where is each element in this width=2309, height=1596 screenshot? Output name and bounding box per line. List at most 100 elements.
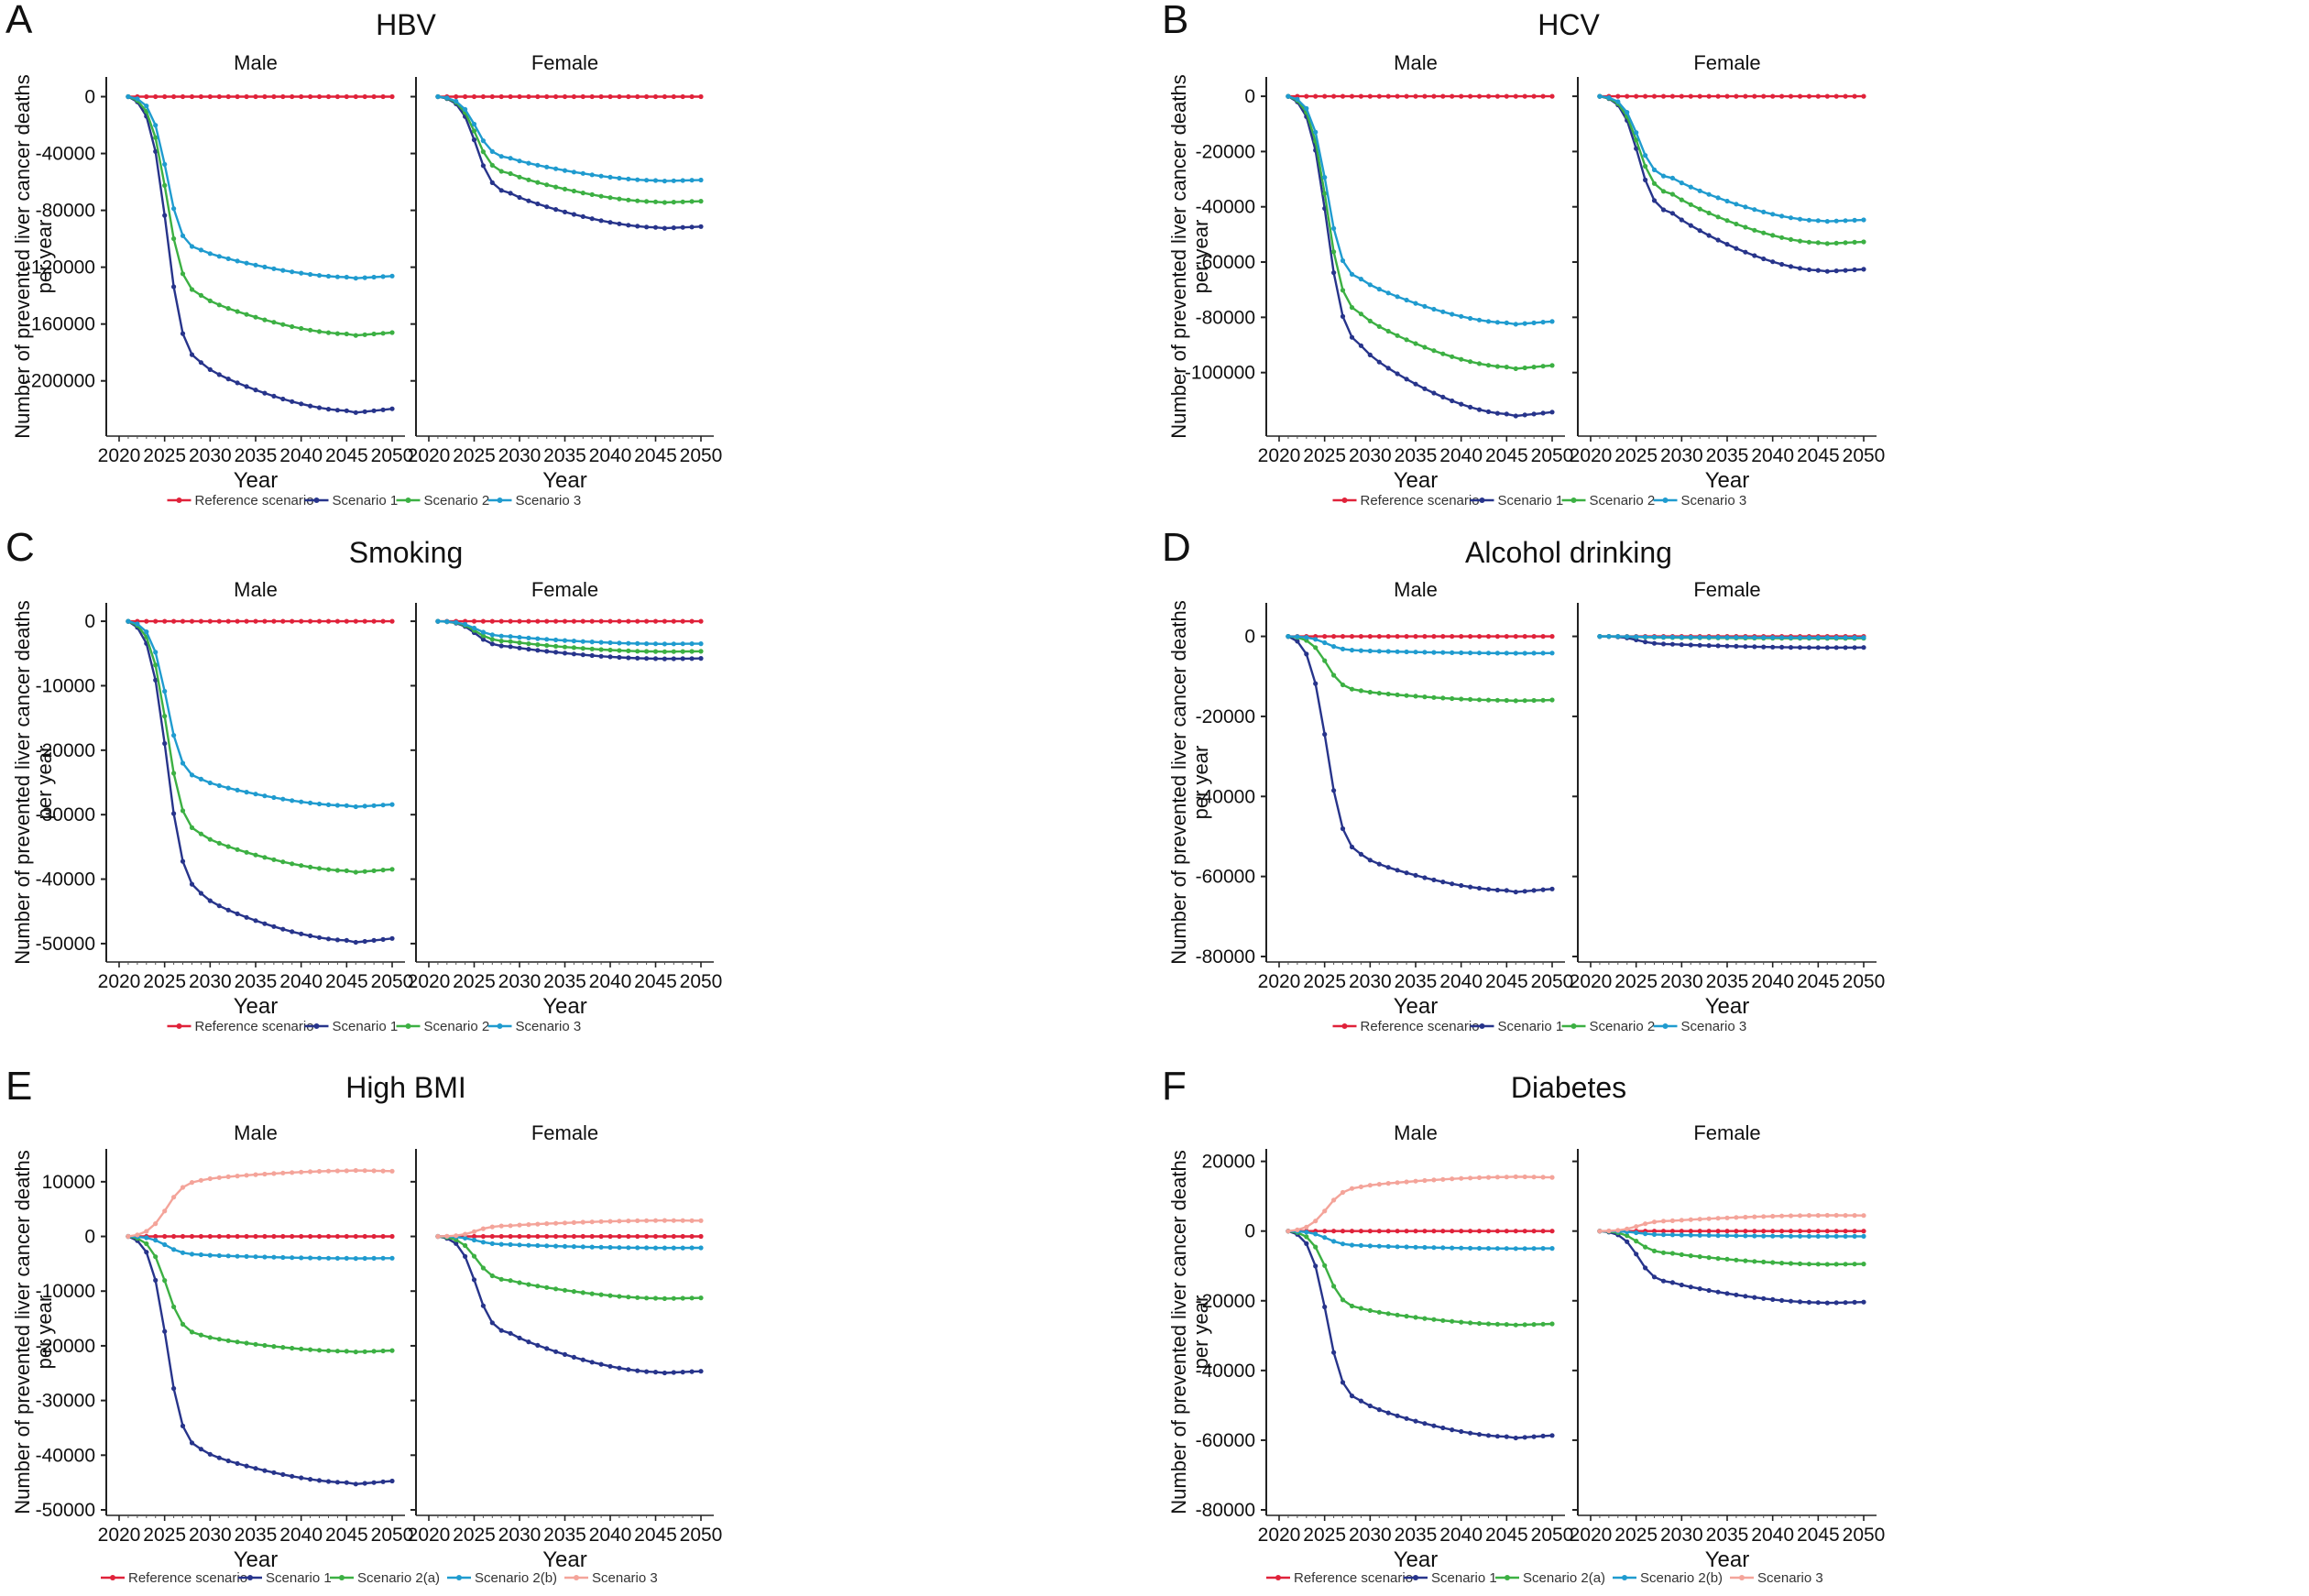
series-point bbox=[1459, 401, 1464, 407]
legend-marker bbox=[176, 1023, 182, 1029]
facet-title: Male bbox=[1394, 1121, 1438, 1144]
series-point bbox=[1367, 1229, 1373, 1234]
series-point bbox=[698, 224, 704, 229]
x-tick-label: 2020 bbox=[1258, 1525, 1301, 1546]
series-point bbox=[1770, 93, 1776, 99]
series-point bbox=[1295, 1227, 1300, 1232]
series-line-scenario-2 bbox=[1287, 635, 1553, 703]
series-point bbox=[480, 618, 487, 624]
series-point bbox=[1743, 204, 1748, 210]
series-point bbox=[598, 173, 604, 179]
series-point bbox=[598, 639, 604, 645]
legend-label: Reference scenario bbox=[1361, 1019, 1480, 1034]
series-point bbox=[262, 1254, 268, 1260]
series-point bbox=[662, 1370, 668, 1376]
series-point bbox=[1852, 1213, 1857, 1219]
series-point bbox=[644, 1369, 650, 1374]
series-point bbox=[1331, 1350, 1337, 1355]
series-point bbox=[1404, 634, 1409, 639]
series-point bbox=[526, 160, 531, 166]
series-point bbox=[262, 93, 268, 100]
facet-title: Female bbox=[531, 1121, 598, 1144]
series-point bbox=[1476, 317, 1483, 322]
series-point bbox=[1634, 93, 1639, 99]
series-point bbox=[1313, 645, 1319, 650]
legend-item: Scenario 2 bbox=[1561, 1019, 1655, 1034]
series-point bbox=[262, 1468, 268, 1473]
y-axis-title-line2: per year bbox=[33, 220, 56, 294]
y-tick-label: -50000 bbox=[36, 934, 95, 955]
series-point bbox=[1697, 188, 1702, 193]
series-point bbox=[1797, 1233, 1803, 1239]
series-point bbox=[271, 393, 277, 399]
series-point bbox=[244, 312, 249, 317]
series-point bbox=[1376, 691, 1382, 696]
series-point bbox=[1643, 1221, 1648, 1227]
series-point bbox=[1824, 1212, 1830, 1219]
series-point bbox=[1395, 634, 1400, 639]
series-point bbox=[189, 1233, 195, 1240]
series-point bbox=[389, 1478, 395, 1484]
series-point bbox=[1734, 1257, 1739, 1263]
series-point bbox=[280, 268, 286, 273]
series-point bbox=[607, 174, 613, 180]
series-point bbox=[644, 199, 650, 204]
series-point bbox=[498, 1233, 504, 1240]
series-point bbox=[1522, 698, 1527, 704]
series-point bbox=[362, 618, 367, 624]
series-point bbox=[517, 1280, 522, 1285]
series-point bbox=[235, 258, 240, 264]
series-point bbox=[1797, 266, 1803, 271]
series-point bbox=[589, 1219, 595, 1225]
series-line-scenario-3 bbox=[127, 619, 393, 808]
series-point bbox=[144, 104, 149, 109]
series-point bbox=[144, 1229, 149, 1234]
series-point bbox=[1349, 634, 1355, 639]
series-point bbox=[280, 1170, 286, 1175]
x-axis-title: Year bbox=[542, 1547, 587, 1572]
legend-marker bbox=[1739, 1575, 1745, 1580]
series-point bbox=[1494, 1175, 1500, 1180]
series-point bbox=[652, 649, 659, 654]
series-point bbox=[598, 1292, 604, 1297]
series-point bbox=[589, 639, 595, 645]
series-point bbox=[1843, 240, 1848, 246]
series-point bbox=[262, 618, 268, 624]
series-point bbox=[1770, 1260, 1776, 1265]
series-point bbox=[480, 1303, 487, 1308]
legend-marker bbox=[456, 1575, 462, 1580]
series-point bbox=[1385, 691, 1391, 697]
series-point bbox=[1376, 634, 1382, 639]
legend-item: Scenario 3 bbox=[1653, 1019, 1746, 1034]
x-tick-label: 2050 bbox=[1531, 445, 1574, 466]
series-point bbox=[1349, 271, 1355, 277]
series-point bbox=[308, 1347, 313, 1352]
series-point bbox=[1824, 635, 1830, 640]
series-point bbox=[262, 921, 268, 926]
series-point bbox=[1504, 1246, 1509, 1252]
series-point bbox=[635, 177, 640, 182]
series-line-scenario-2-b- bbox=[437, 1235, 701, 1250]
x-tick-label: 2035 bbox=[1395, 1525, 1438, 1546]
series-point bbox=[698, 199, 704, 204]
x-tick-label: 2050 bbox=[680, 445, 723, 466]
legend-marker bbox=[1479, 497, 1485, 503]
series-point bbox=[1715, 237, 1721, 243]
series-point bbox=[1413, 301, 1418, 306]
series-point bbox=[1679, 634, 1684, 640]
series-point bbox=[1788, 1298, 1794, 1304]
series-point bbox=[454, 98, 459, 104]
series-point bbox=[1833, 218, 1839, 224]
series-point bbox=[325, 330, 332, 335]
series-point bbox=[1797, 93, 1803, 99]
x-tick-label: 2040 bbox=[1439, 971, 1483, 992]
series-point bbox=[1358, 277, 1363, 282]
series-point bbox=[380, 407, 386, 412]
series-point bbox=[1531, 697, 1537, 704]
x-tick-label: 2035 bbox=[543, 1525, 586, 1546]
legend-marker bbox=[247, 1575, 253, 1580]
series-point bbox=[671, 649, 676, 654]
series-point bbox=[1797, 645, 1803, 650]
legend-label: Scenario 2(b) bbox=[1640, 1570, 1723, 1586]
